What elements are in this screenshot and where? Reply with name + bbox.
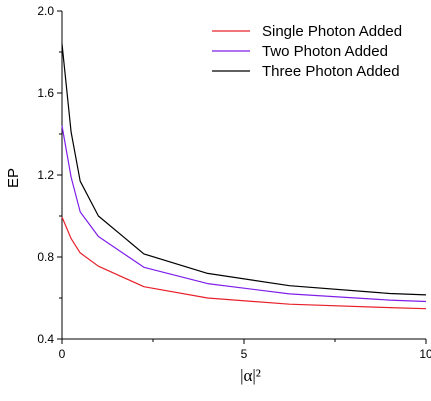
legend-label-1: Single Photon Added bbox=[262, 23, 402, 40]
x-tick-label: 5 bbox=[241, 347, 248, 361]
series-line-1 bbox=[61, 216, 427, 310]
x-axis-title: |α|² bbox=[240, 366, 261, 385]
x-tick-label: 10 bbox=[419, 347, 431, 361]
y-tick-label: 2.0 bbox=[37, 4, 54, 18]
y-tick-label: 0.4 bbox=[37, 332, 54, 346]
legend: Single Photon Added Two Photon Added Three… bbox=[212, 23, 402, 80]
x-tick-label: 0 bbox=[59, 347, 66, 361]
axes: 0.4 0.8 1.2 1.6 2.0 0 5 10 bbox=[37, 4, 431, 361]
legend-label-2: Two Photon Added bbox=[262, 43, 388, 60]
legend-label-3: Three Photon Added bbox=[262, 63, 400, 80]
series-layer bbox=[61, 43, 427, 310]
y-tick-label: 1.6 bbox=[37, 86, 54, 100]
series-line-3 bbox=[61, 43, 427, 296]
series-line-2 bbox=[61, 125, 427, 303]
y-tick-label: 1.2 bbox=[37, 168, 54, 182]
y-tick-label: 0.8 bbox=[37, 250, 54, 264]
x-axis-title-wrap: |α|² bbox=[0, 366, 431, 386]
y-axis-title: EP bbox=[5, 168, 22, 188]
